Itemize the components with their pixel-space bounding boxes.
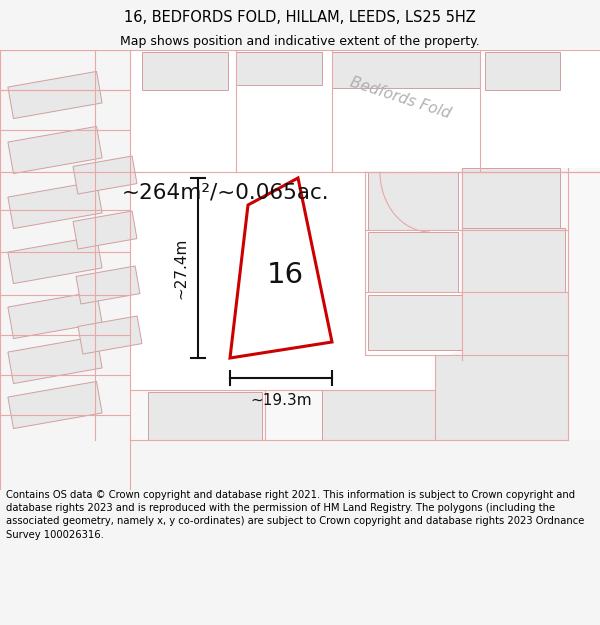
Polygon shape <box>148 392 262 440</box>
Polygon shape <box>460 168 600 440</box>
Polygon shape <box>8 181 102 229</box>
Text: ~264m²/~0.065ac.: ~264m²/~0.065ac. <box>122 182 329 202</box>
Text: Bedfords Fold: Bedfords Fold <box>348 74 452 121</box>
Text: 16, BEDFORDS FOLD, HILLAM, LEEDS, LS25 5HZ: 16, BEDFORDS FOLD, HILLAM, LEEDS, LS25 5… <box>124 10 476 25</box>
Polygon shape <box>8 71 102 119</box>
Polygon shape <box>322 390 435 440</box>
Polygon shape <box>462 168 560 228</box>
Polygon shape <box>368 295 462 350</box>
Polygon shape <box>462 228 565 292</box>
Text: Contains OS data © Crown copyright and database right 2021. This information is : Contains OS data © Crown copyright and d… <box>6 490 584 539</box>
Polygon shape <box>142 52 228 90</box>
Polygon shape <box>130 50 600 172</box>
Polygon shape <box>73 156 137 194</box>
Polygon shape <box>8 236 102 284</box>
Polygon shape <box>485 52 560 90</box>
Polygon shape <box>8 381 102 429</box>
Text: ~19.3m: ~19.3m <box>250 393 312 408</box>
Polygon shape <box>76 266 140 304</box>
Text: ~27.4m: ~27.4m <box>173 238 188 299</box>
Polygon shape <box>435 355 568 440</box>
Polygon shape <box>368 172 458 230</box>
Polygon shape <box>78 316 142 354</box>
Polygon shape <box>368 232 458 292</box>
Text: 16: 16 <box>266 261 304 289</box>
Polygon shape <box>236 52 322 85</box>
Polygon shape <box>8 291 102 339</box>
Polygon shape <box>130 390 435 440</box>
Polygon shape <box>230 178 332 358</box>
Text: Map shows position and indicative extent of the property.: Map shows position and indicative extent… <box>120 35 480 48</box>
Polygon shape <box>8 126 102 174</box>
Polygon shape <box>8 336 102 384</box>
Polygon shape <box>73 211 137 249</box>
Polygon shape <box>130 50 460 390</box>
Polygon shape <box>462 292 568 355</box>
Polygon shape <box>332 52 480 88</box>
